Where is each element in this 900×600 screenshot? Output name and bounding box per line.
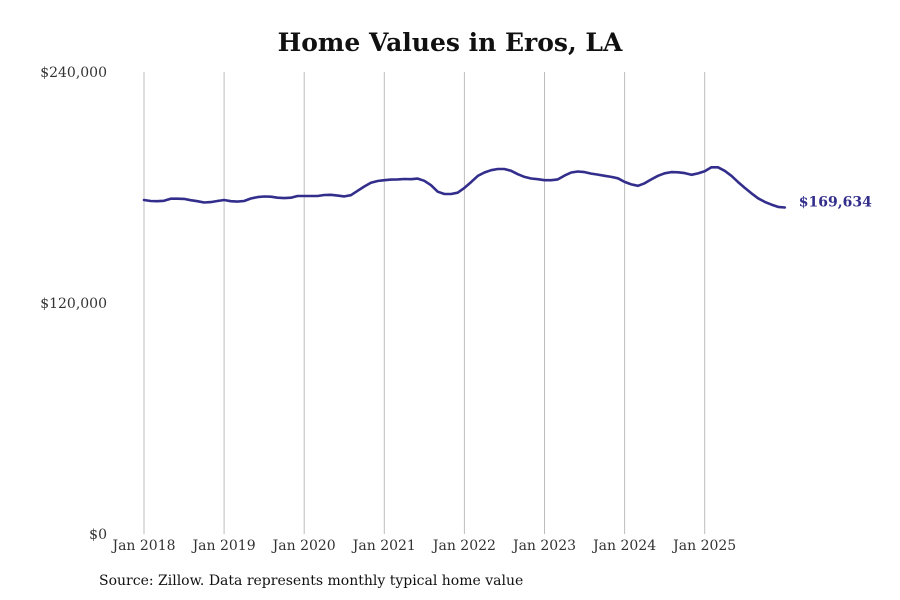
y-tick-label: $0	[89, 527, 107, 543]
y-tick-label: $120,000	[40, 296, 107, 312]
x-tick-label: Jan 2024	[591, 538, 656, 554]
x-tick-label: Jan 2023	[511, 538, 576, 554]
y-axis-tick-labels: $0 $120,000 $240,000	[40, 65, 107, 543]
x-tick-label: Jan 2018	[110, 538, 175, 554]
grid-lines	[143, 72, 706, 534]
chart-source-note: Source: Zillow. Data represents monthly …	[99, 573, 524, 589]
chart-title: Home Values in Eros, LA	[277, 28, 623, 57]
x-tick-label: Jan 2020	[271, 538, 336, 554]
x-tick-label: Jan 2022	[431, 538, 496, 554]
annotation-layer: $169,634	[799, 194, 872, 210]
x-axis-tick-labels: Jan 2018 Jan 2019 Jan 2020 Jan 2021 Jan 2022…	[110, 538, 736, 554]
series-line	[142, 166, 787, 209]
x-tick-label: Jan 2019	[191, 538, 256, 554]
x-tick-label: Jan 2021	[351, 538, 416, 554]
series-layer	[142, 166, 787, 209]
end-value-label: $169,634	[799, 194, 872, 210]
y-tick-label: $240,000	[40, 65, 107, 81]
x-tick-label: Jan 2025	[671, 538, 736, 554]
